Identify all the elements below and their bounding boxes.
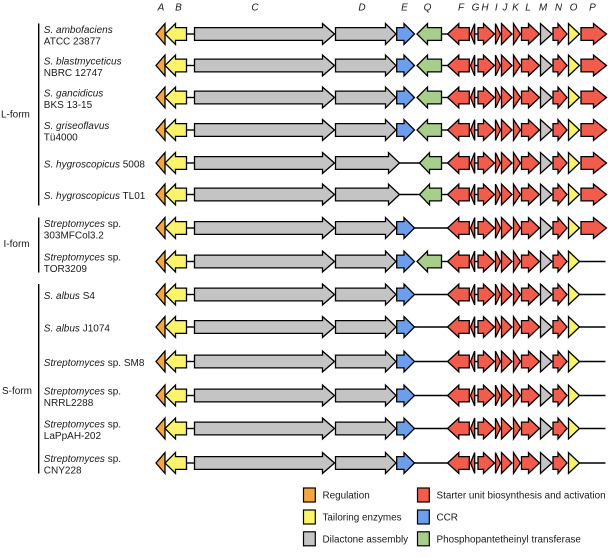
svg-text:J: J xyxy=(502,3,509,14)
svg-text:Streptomyces sp.: Streptomyces sp. xyxy=(44,253,121,264)
svg-text:CCR: CCR xyxy=(437,513,458,524)
svg-text:S. ambofaciens: S. ambofaciens xyxy=(44,25,113,36)
svg-text:S. albus S4: S. albus S4 xyxy=(44,291,96,302)
svg-text:F: F xyxy=(458,3,465,14)
svg-text:S. blastmyceticus: S. blastmyceticus xyxy=(44,57,122,68)
svg-text:E: E xyxy=(401,3,408,14)
svg-text:C: C xyxy=(251,3,259,14)
svg-text:Tü4000: Tü4000 xyxy=(44,133,78,144)
svg-text:B: B xyxy=(175,3,182,14)
svg-text:S. hygroscopicus 5008: S. hygroscopicus 5008 xyxy=(44,159,146,170)
svg-text:NRRL2288: NRRL2288 xyxy=(44,398,94,409)
svg-text:M: M xyxy=(539,3,548,14)
svg-text:LaPpAH-202: LaPpAH-202 xyxy=(44,431,102,442)
svg-text:A: A xyxy=(157,3,165,14)
svg-text:P: P xyxy=(589,3,596,14)
svg-text:Tailoring enzymes: Tailoring enzymes xyxy=(323,513,402,524)
svg-text:BKS 13-15: BKS 13-15 xyxy=(44,100,93,111)
svg-text:S. albus J1074: S. albus J1074 xyxy=(44,323,111,334)
svg-text:G: G xyxy=(472,3,480,14)
svg-text:H: H xyxy=(481,3,489,14)
svg-text:K: K xyxy=(512,3,520,14)
svg-text:Streptomyces sp.: Streptomyces sp. xyxy=(44,420,121,431)
svg-text:S. hygroscopicus TL01: S. hygroscopicus TL01 xyxy=(44,191,146,202)
svg-text:O: O xyxy=(570,3,578,14)
svg-text:I-form: I-form xyxy=(4,239,30,250)
svg-text:Phosphopantetheinyl transferas: Phosphopantetheinyl transferase xyxy=(437,535,582,546)
svg-text:Starter unit biosynthesis and: Starter unit biosynthesis and activation xyxy=(437,491,606,502)
svg-text:Streptomyces sp.: Streptomyces sp. xyxy=(44,219,121,230)
svg-text:TOR3209: TOR3209 xyxy=(44,264,88,275)
svg-text:N: N xyxy=(555,3,563,14)
svg-text:Q: Q xyxy=(424,3,432,14)
svg-text:Streptomyces sp.: Streptomyces sp. xyxy=(44,454,121,465)
svg-text:S. griseoflavus: S. griseoflavus xyxy=(44,121,110,132)
svg-text:S. gancidicus: S. gancidicus xyxy=(44,89,103,100)
svg-text:Dilactone assembly: Dilactone assembly xyxy=(323,535,409,546)
svg-text:NBRC 12747: NBRC 12747 xyxy=(44,68,103,79)
svg-text:D: D xyxy=(358,3,365,14)
svg-text:CNY228: CNY228 xyxy=(44,466,82,477)
svg-text:Regulation: Regulation xyxy=(323,491,370,502)
svg-text:L: L xyxy=(525,3,531,14)
svg-text:L-form: L-form xyxy=(1,109,30,120)
svg-text:Streptomyces sp.: Streptomyces sp. xyxy=(44,387,121,398)
svg-text:Streptomyces sp. SM8: Streptomyces sp. SM8 xyxy=(44,358,145,369)
svg-text:ATCC 23877: ATCC 23877 xyxy=(44,37,102,48)
svg-text:I: I xyxy=(495,3,498,14)
svg-text:S-form: S-form xyxy=(2,386,32,397)
svg-text:303MFCol3.2: 303MFCol3.2 xyxy=(44,231,104,242)
